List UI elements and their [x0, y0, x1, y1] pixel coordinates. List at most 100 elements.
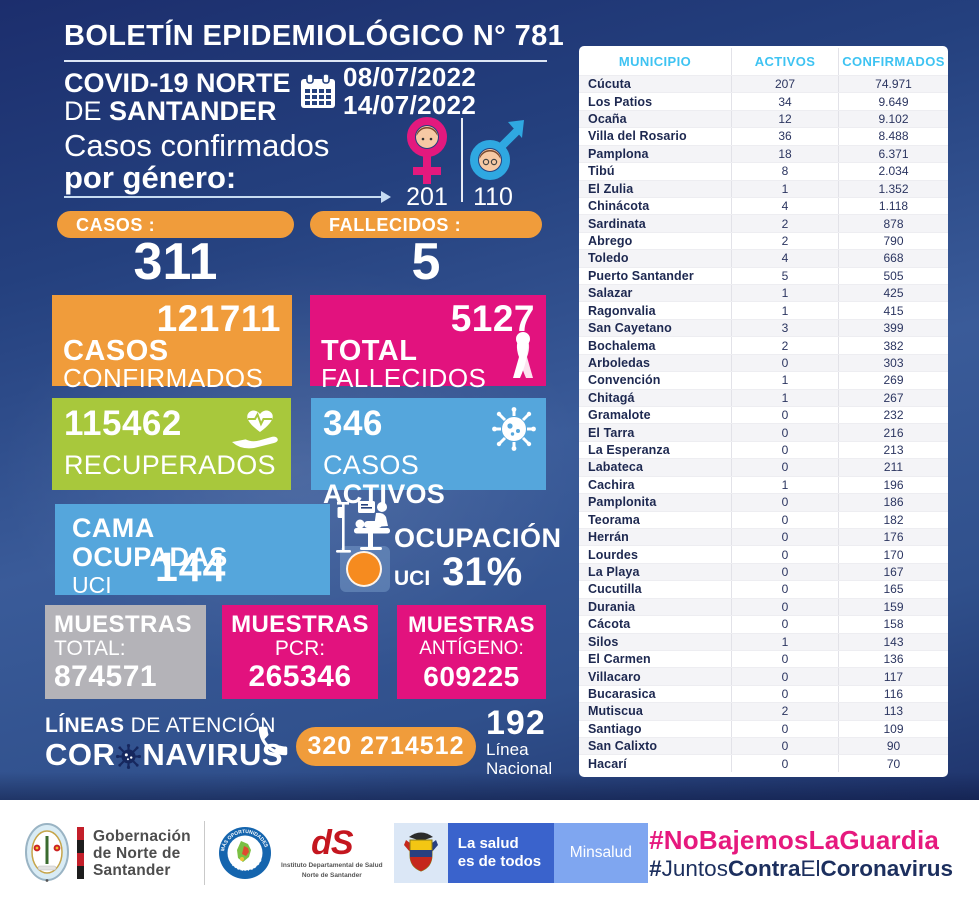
muestras-antigeno-sub: ANTÍGENO: [419, 638, 524, 659]
activos-cell: 3 [731, 319, 838, 337]
hashtag2-contra: Contra [727, 855, 801, 881]
table-row: Salazar 1 425 [579, 284, 948, 302]
activos-cell: 0 [731, 668, 838, 685]
national-line-label2: Nacional [486, 759, 553, 778]
table-row: Cácota 0 158 [579, 615, 948, 633]
municipio-cell: Silos [588, 634, 619, 649]
municipio-cell: Villacaro [588, 669, 641, 684]
muestras-antigeno-title: MUESTRAS [408, 612, 535, 637]
heart-hand-icon [232, 410, 278, 449]
municipio-cell: Bochalema [588, 338, 656, 353]
muestras-antigeno-box: MUESTRAS ANTÍGENO: 609225 [397, 605, 546, 699]
municipio-cell: Teorama [588, 512, 640, 527]
activos-cell: 0 [731, 755, 838, 772]
municipio-cell: Los Patios [588, 94, 653, 109]
table-body: Cúcuta 207 74.971 Los Patios 34 9.649 Ocaña 12 9… [579, 75, 948, 772]
hotline-phone-number: 320 2714512 [296, 727, 476, 766]
calendar-icon [301, 74, 335, 108]
ocupacion-uci-label: UCI [394, 567, 431, 590]
municipio-cell: Puerto Santander [588, 268, 694, 283]
confirmados-cell: 2.034 [838, 163, 948, 180]
salud-line1: La salud [457, 835, 519, 852]
fallecidos-week-value: 5 [411, 233, 441, 291]
confirmados-cell: 136 [838, 650, 948, 668]
colombia-coat-box [393, 823, 448, 883]
gobernacion-label: Gobernación de Norte de Santander [93, 828, 191, 879]
activos-cell: 5 [731, 267, 838, 285]
ocupacion-value: 31% [442, 550, 523, 594]
table-row: Puerto Santander 5 505 [579, 266, 948, 285]
table-row: Cucutilla 0 165 [579, 580, 948, 598]
confirmados-cell: 9.102 [838, 110, 948, 128]
activos-cell: 1 [731, 476, 838, 494]
table-row: Gramalote 0 232 [579, 406, 948, 424]
table-row: El Tarra 0 216 [579, 423, 948, 441]
table-row: Arboledas 0 303 [579, 353, 948, 372]
municipio-cell: Hacarí [588, 756, 627, 771]
confirmados-cell: 159 [838, 598, 948, 616]
municipio-cell: Mutiscua [588, 704, 643, 719]
activos-cell: 0 [731, 424, 838, 441]
muestras-total-box: MUESTRAS TOTAL: 874571 [45, 605, 206, 699]
activos-cell: 0 [731, 598, 838, 616]
lineas-bold: LÍNEAS [45, 714, 125, 737]
col-header-municipio: MUNICIPIO [618, 54, 692, 69]
confirmados-cell: 186 [838, 494, 948, 511]
activos-cell: 1 [731, 180, 838, 197]
table-row: Villacaro 0 117 [579, 667, 948, 685]
cama-uci-box: CAMA OCUPADAS UCI 144 [55, 504, 330, 598]
activos-value: 346 [323, 404, 383, 443]
municipio-cell: La Esperanza [588, 443, 670, 458]
confirmados-cell: 790 [838, 232, 948, 250]
confirmados-cell: 668 [838, 250, 948, 267]
municipio-cell: Chitagá [588, 390, 635, 405]
activos-cell: 0 [731, 546, 838, 563]
activos-cell: 2 [731, 232, 838, 250]
municipio-cell: Tibú [588, 164, 615, 179]
municipio-cell: Cácota [588, 617, 631, 632]
confirmados-cell: 113 [838, 703, 948, 720]
confirmados-cell: 196 [838, 476, 948, 494]
national-line: 192 Línea Nacional [486, 706, 553, 778]
confirmados-line2: CONFIRMADOS [63, 363, 264, 393]
covid-line1: COVID-19 NORTE [64, 68, 291, 98]
salud-line2: es de todos [457, 853, 542, 870]
municipio-cell: Abrego [588, 234, 633, 248]
hashtag2-el: El [800, 855, 821, 881]
muestras-pcr-box: MUESTRAS PCR: 265346 [222, 605, 378, 699]
gobernacion-crest-icon [25, 823, 69, 882]
municipality-table: MUNICIPIO ACTIVOS CONFIRMADOS Cúcuta 207 7… [579, 46, 948, 777]
confirmados-cell: 399 [838, 319, 948, 337]
confirmados-cell: 382 [838, 337, 948, 354]
municipio-cell: El Zulia [588, 181, 634, 196]
municipio-cell: Salazar [588, 286, 633, 301]
phone-icon [258, 726, 288, 756]
municipio-cell: Cúcuta [588, 77, 631, 92]
table-row: Pamplonita 0 186 [579, 493, 948, 511]
muestras-pcr-title: MUESTRAS [231, 611, 369, 638]
confirmados-cell: 143 [838, 633, 948, 650]
recuperados-value: 115462 [64, 404, 182, 443]
municipio-cell: Cachira [588, 477, 635, 492]
ids-caption2: Norte de Santander [301, 872, 362, 879]
table-header-row: MUNICIPIO ACTIVOS CONFIRMADOS [579, 48, 948, 75]
virus-icon [492, 407, 536, 451]
total-fallecidos-line1: TOTAL [321, 335, 418, 367]
muestras-pcr-value: 265346 [248, 660, 352, 693]
municipio-cell: San Calixto [588, 739, 658, 754]
national-line-label1: Línea [486, 740, 529, 759]
muestras-total-value: 874571 [54, 660, 158, 693]
activos-cell: 0 [731, 738, 838, 755]
fallecidos-pill: FALLECIDOS : [310, 211, 542, 238]
muestras-total-title: MUESTRAS [54, 611, 192, 638]
activos-label-light: CASOS [323, 450, 420, 480]
confirmados-cell: 170 [838, 546, 948, 563]
table-row: La Esperanza 0 213 [579, 440, 948, 459]
confirmados-cell: 267 [838, 389, 948, 407]
casos-pill: CASOS : [57, 211, 294, 238]
uci-indicator-circle [346, 551, 382, 587]
gender-divider [461, 118, 463, 202]
gobernacion-line3: Santander [93, 861, 171, 879]
confirmados-cell: 117 [838, 668, 948, 685]
